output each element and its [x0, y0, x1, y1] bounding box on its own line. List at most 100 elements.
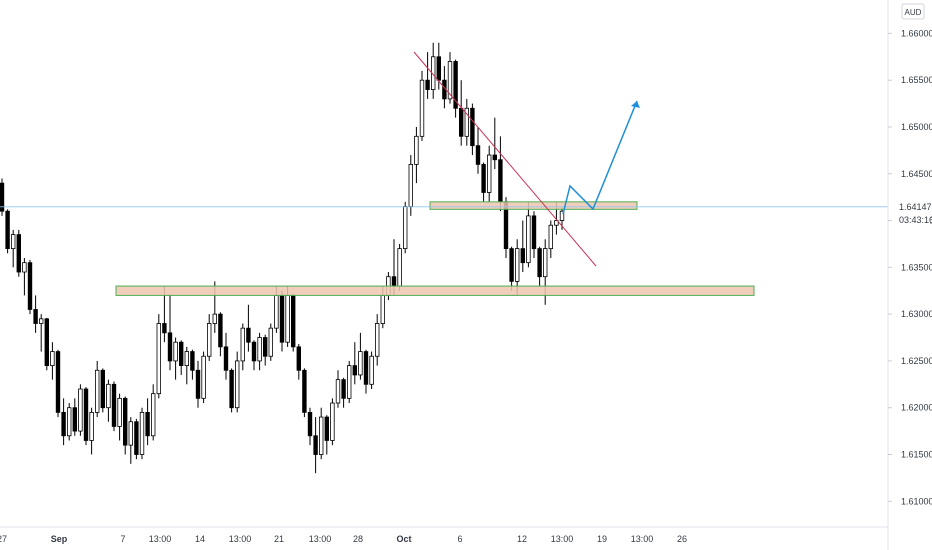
- candle-body-down: [262, 337, 268, 357]
- candles-layer: [0, 42, 565, 474]
- candle: [509, 246, 514, 291]
- time-tick-label: 13:00: [551, 534, 574, 544]
- candle: [39, 314, 44, 352]
- candle: [296, 344, 301, 380]
- candle: [397, 243, 402, 291]
- candle-body-down: [391, 276, 397, 287]
- candle: [302, 368, 307, 418]
- candle-body-up: [548, 224, 553, 250]
- candle: [234, 351, 240, 413]
- candle: [139, 407, 145, 460]
- candle-body-up: [402, 206, 408, 250]
- candle-body-up: [397, 248, 402, 287]
- candle-body-up: [268, 327, 273, 357]
- price-tick-label: 1.65000: [901, 122, 932, 132]
- candle: [290, 293, 296, 352]
- candle-body-down: [324, 416, 329, 441]
- candle-body-down: [509, 248, 514, 282]
- candle-body-down: [246, 327, 251, 343]
- candle: [268, 323, 273, 361]
- time-tick-label: 13:00: [631, 534, 654, 544]
- candle-body-up: [150, 393, 156, 437]
- candle-body-down: [498, 159, 503, 203]
- candle-body-down: [475, 145, 481, 165]
- price-axis[interactable]: 1.660001.655001.650001.645001.640001.635…: [888, 28, 932, 506]
- candle: [324, 415, 329, 455]
- candle-body-down: [195, 369, 201, 399]
- candle-body-up: [464, 107, 469, 137]
- support-zone: [115, 285, 755, 296]
- candle-body-up: [419, 79, 425, 137]
- candle-body-up: [346, 365, 352, 399]
- current-price-label: 1.64147: [899, 202, 932, 212]
- projection-arrowhead: [631, 101, 640, 108]
- candle: [201, 351, 206, 404]
- candle-body-up: [414, 135, 419, 165]
- candle-body-down: [481, 164, 486, 193]
- candle-body-down: [290, 295, 296, 348]
- price-tick-label: 1.61500: [901, 449, 932, 459]
- candle-body-up: [358, 351, 363, 376]
- price-tick-label: 1.65500: [901, 75, 932, 85]
- candle-body-up: [156, 323, 161, 395]
- candle: [16, 229, 21, 277]
- candle: [173, 337, 178, 380]
- candle-body-down: [302, 369, 307, 413]
- candle-body-down: [223, 346, 229, 371]
- candle: [89, 407, 94, 455]
- price-tick-label: 1.63500: [901, 262, 932, 272]
- candle-body-up: [380, 295, 385, 324]
- candle-body-up: [240, 327, 245, 362]
- candle-body-up: [89, 411, 94, 441]
- candle: [123, 396, 128, 455]
- candle: [0, 178, 5, 216]
- candle: [190, 349, 195, 380]
- candle-body-up: [201, 355, 206, 399]
- candle: [44, 317, 49, 371]
- candle-body-down: [123, 397, 128, 446]
- candle-body-up: [39, 318, 44, 324]
- candle-body-down: [520, 248, 525, 264]
- candle-body-down: [55, 351, 61, 413]
- candle: [195, 360, 201, 408]
- time-tick-label: 6: [457, 534, 462, 544]
- candle: [374, 314, 380, 366]
- countdown-label: 03:43:16: [899, 215, 932, 225]
- candle-body-down: [470, 107, 475, 147]
- candle-body-down: [134, 421, 139, 455]
- currency-badge[interactable]: AUD: [901, 3, 925, 20]
- candle-body-up: [515, 248, 520, 282]
- candle: [425, 52, 430, 99]
- candle: [262, 334, 268, 366]
- candle-body-down: [190, 351, 195, 371]
- candle-body-down: [100, 369, 105, 409]
- candle-body-up: [543, 248, 548, 278]
- price-tick-label: 1.66000: [901, 28, 932, 38]
- time-tick-label: 13:00: [149, 534, 172, 544]
- candle-body-down: [72, 407, 77, 432]
- candle: [352, 342, 357, 385]
- candle: [464, 98, 469, 146]
- candle: [95, 360, 100, 418]
- candle-body-up: [50, 351, 55, 366]
- candle-body-down: [16, 234, 21, 273]
- candle-body-up: [408, 164, 413, 207]
- candle-body-up: [330, 402, 335, 441]
- candle: [346, 360, 352, 404]
- candle: [78, 384, 83, 436]
- candle-body-down: [83, 388, 89, 441]
- candle-body-down: [436, 56, 441, 81]
- time-axis[interactable]: 27 Sep 7 13:00 14 13:00 21 13:00 28 Oct 6 12 13:00 19…: [0, 534, 687, 544]
- candle-body-up: [78, 388, 83, 432]
- candle: [246, 304, 251, 352]
- candle: [520, 220, 525, 273]
- candle-body-down: [458, 107, 464, 137]
- descending-trendline: [413, 51, 597, 267]
- candle: [117, 393, 122, 441]
- candle-body-down: [5, 210, 10, 250]
- candle-body-down: [531, 215, 537, 250]
- candle-body-down: [307, 411, 313, 437]
- candle: [67, 403, 72, 441]
